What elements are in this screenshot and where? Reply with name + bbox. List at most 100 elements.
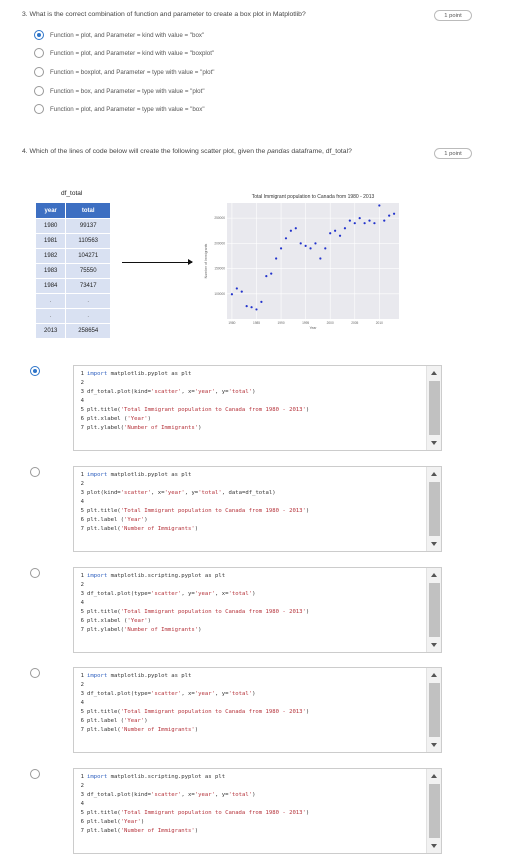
code-text: plt.label('Number of Immigrants') <box>87 727 198 733</box>
code-text: df_total.plot(type='scatter', y='year', … <box>87 591 255 597</box>
code-line: 3 df_total.plot(type='scatter', x='year',… <box>74 691 426 700</box>
code-lines: 1 import matplotlib.pyplot as plt 2 3 plot(k… <box>74 467 426 551</box>
scatter-point <box>309 247 312 250</box>
q3-option-5[interactable]: Function = plot, and Parameter = type wi… <box>34 103 205 115</box>
code-text: import matplotlib.pyplot as plt <box>87 371 191 377</box>
q4-option-5-radio[interactable] <box>30 769 40 779</box>
x-tick-label: 1980 <box>228 321 235 325</box>
scroll-up-arrow-icon[interactable] <box>431 774 437 778</box>
code-token: matplotlib.pyplot as plt <box>107 472 192 478</box>
code-text: plt.xlabel ('Year') <box>87 618 151 624</box>
code-token: , x= <box>181 389 195 395</box>
x-tick-label: 2005 <box>351 321 358 325</box>
code-line: 7 plt.ylabel('Number of Immigrants') <box>74 627 426 636</box>
q3-option-4[interactable]: Function = box, and Parameter = type wit… <box>34 85 205 97</box>
q4-option-4-radio[interactable] <box>30 668 40 678</box>
code-token: plt.ylabel( <box>87 627 125 633</box>
code-token: 'total' <box>228 691 253 697</box>
vertical-scrollbar[interactable] <box>426 467 441 551</box>
q3-option-4-radio[interactable] <box>34 86 44 96</box>
code-token: , x= <box>151 490 165 496</box>
scrollbar-thumb[interactable] <box>429 583 440 637</box>
line-number: 5 <box>80 609 84 615</box>
vertical-scrollbar[interactable] <box>426 568 441 652</box>
code-token: ) <box>305 709 310 715</box>
scroll-up-arrow-icon[interactable] <box>431 673 437 677</box>
scatter-point <box>279 247 283 250</box>
scroll-down-arrow-icon[interactable] <box>431 441 437 445</box>
code-line: 3 plot(kind='scatter', x='year', y='total… <box>74 490 426 499</box>
code-token: ) <box>305 508 310 514</box>
vertical-scrollbar[interactable] <box>426 769 441 853</box>
code-token: matplotlib.scripting.pyplot as plt <box>107 573 226 579</box>
q3-option-3-radio[interactable] <box>34 67 44 77</box>
question-4-points-badge: 1 point <box>434 148 472 159</box>
scroll-up-arrow-icon[interactable] <box>431 371 437 375</box>
scatter-point <box>343 227 347 230</box>
scroll-down-arrow-icon[interactable] <box>431 844 437 848</box>
q3-option-3-label: Function = boxplot, and Parameter = type… <box>50 68 215 76</box>
code-token: 'year' <box>194 591 216 597</box>
code-text: plt.title('Total Immigrant population to… <box>87 609 309 615</box>
q3-option-1[interactable]: Function = plot, and Parameter = kind wi… <box>34 29 204 41</box>
code-line: 1 import matplotlib.pyplot as plt <box>74 371 426 380</box>
code-line: 7 plt.ylabel('Number of Immigrants') <box>74 425 426 434</box>
scroll-down-arrow-icon[interactable] <box>431 542 437 546</box>
code-token: , x= <box>181 691 195 697</box>
code-token: 'year' <box>194 792 216 798</box>
df-cell: 104271 <box>65 248 111 264</box>
vertical-scrollbar[interactable] <box>426 668 441 752</box>
code-line: 5 plt.title('Total Immigrant population t… <box>74 709 426 718</box>
code-token: 'Number of Immigrants' <box>120 828 195 834</box>
code-editor-option-3[interactable]: 1 import matplotlib.scripting.pyplot as p… <box>73 567 442 653</box>
q4-option-1-radio[interactable] <box>30 366 40 376</box>
q3-option-1-radio[interactable] <box>34 30 44 40</box>
code-editor-option-1[interactable]: 1 import matplotlib.pyplot as plt 2 3 df_tot… <box>73 365 442 451</box>
scroll-down-arrow-icon[interactable] <box>431 643 437 647</box>
df-cell: 1984 <box>34 278 67 294</box>
code-token: ) <box>198 627 202 633</box>
df-cell: 1981 <box>34 233 67 249</box>
x-tick-label: 2000 <box>327 321 334 325</box>
scroll-up-arrow-icon[interactable] <box>431 573 437 577</box>
scrollbar-thumb[interactable] <box>429 482 440 536</box>
y-tick-label: 250000 <box>214 216 225 220</box>
scrollbar-thumb[interactable] <box>429 381 440 435</box>
code-token: ) <box>252 389 256 395</box>
df-cell: 73417 <box>65 278 111 294</box>
scrollbar-thumb[interactable] <box>429 683 440 737</box>
df-row: 1984 73417 <box>34 278 111 294</box>
code-editor-option-5[interactable]: 1 import matplotlib.scripting.pyplot as p… <box>73 768 442 854</box>
scroll-up-arrow-icon[interactable] <box>431 472 437 476</box>
code-line: 2 <box>74 783 426 792</box>
scrollbar-thumb[interactable] <box>429 784 440 838</box>
code-text: plt.ylabel('Number of Immigrants') <box>87 425 202 431</box>
code-token: import <box>87 573 108 579</box>
code-token: , y= <box>215 792 229 798</box>
df-row: .. <box>34 293 111 309</box>
scatter-point <box>230 293 234 296</box>
line-number: 5 <box>80 709 84 715</box>
q4-option-2-radio[interactable] <box>30 467 40 477</box>
q3-option-3[interactable]: Function = boxplot, and Parameter = type… <box>34 66 215 78</box>
scatter-point <box>260 300 263 303</box>
q4-option-3-radio[interactable] <box>30 568 40 578</box>
q3-option-5-radio[interactable] <box>34 104 44 114</box>
scatter-point <box>299 242 302 245</box>
code-line: 4 <box>74 801 426 810</box>
scatter-point <box>275 257 278 260</box>
q3-option-2[interactable]: Function = plot, and Parameter = kind wi… <box>34 47 214 59</box>
scroll-down-arrow-icon[interactable] <box>431 743 437 747</box>
code-editor-option-4[interactable]: 1 import matplotlib.pyplot as plt 2 3 df_tot… <box>73 667 442 753</box>
code-token: 'scatter' <box>151 389 182 395</box>
code-line: 3 df_total.plot(kind='scatter', x='year',… <box>74 389 426 398</box>
q3-option-2-radio[interactable] <box>34 48 44 58</box>
code-token: 'scatter' <box>151 792 182 798</box>
code-line: 4 <box>74 700 426 709</box>
scatter-point <box>348 219 351 222</box>
line-number: 1 <box>80 472 84 478</box>
code-editor-option-2[interactable]: 1 import matplotlib.pyplot as plt 2 3 plot(k… <box>73 466 442 552</box>
vertical-scrollbar[interactable] <box>426 366 441 450</box>
line-number: 6 <box>80 618 84 624</box>
scatter-point <box>235 287 238 290</box>
